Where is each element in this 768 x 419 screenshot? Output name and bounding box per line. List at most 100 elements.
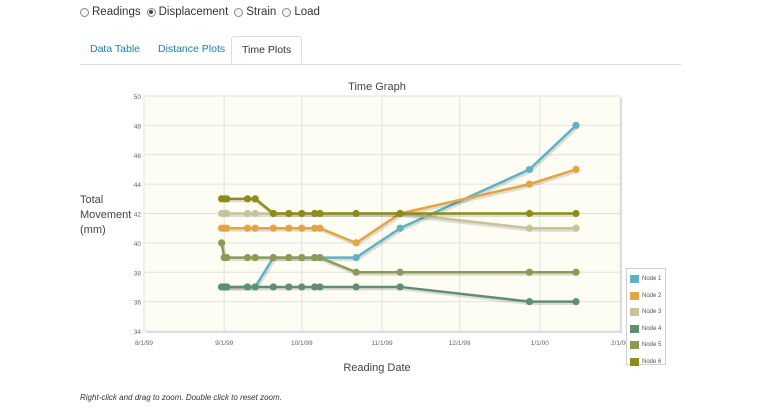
data-point[interactable] bbox=[298, 209, 306, 218]
data-point[interactable] bbox=[316, 209, 324, 218]
legend-item-node-6[interactable]: Node 6 bbox=[627, 354, 665, 371]
legend-item-node-2[interactable]: Node 2 bbox=[627, 288, 665, 305]
radio-readings-circle[interactable] bbox=[80, 7, 89, 17]
y-axis-label-line-2: Movement bbox=[80, 209, 131, 221]
legend-item-node-1[interactable]: Node 1 bbox=[627, 271, 665, 288]
data-point[interactable] bbox=[396, 224, 404, 232]
data-point[interactable] bbox=[316, 283, 324, 291]
data-point[interactable] bbox=[243, 209, 252, 218]
data-point[interactable] bbox=[285, 224, 293, 232]
data-point[interactable] bbox=[269, 283, 277, 291]
data-point[interactable] bbox=[572, 268, 580, 276]
y-axis: 34 36 38 40 42 44 46 48 50 bbox=[134, 94, 142, 336]
data-point[interactable] bbox=[218, 239, 226, 247]
data-point[interactable] bbox=[223, 283, 231, 291]
data-point[interactable] bbox=[251, 224, 259, 232]
data-point[interactable] bbox=[243, 224, 252, 232]
radio-strain-circle[interactable] bbox=[234, 7, 244, 17]
series-node-6 bbox=[218, 195, 580, 218]
data-point[interactable] bbox=[251, 209, 259, 218]
data-point[interactable] bbox=[352, 239, 360, 247]
data-point[interactable] bbox=[285, 253, 293, 262]
data-point[interactable] bbox=[396, 209, 404, 218]
legend-label-node-1: Node 1 bbox=[642, 276, 662, 283]
data-type-radio-group: Readings Displacement Strain Load bbox=[80, 4, 326, 20]
tab-distance-plots[interactable]: Distance Plots bbox=[158, 43, 226, 55]
x-tick-label: 10/1/99 bbox=[291, 340, 313, 347]
data-point[interactable] bbox=[396, 268, 404, 276]
radio-strain-label: Strain bbox=[246, 6, 277, 18]
data-point[interactable] bbox=[251, 283, 259, 291]
data-point[interactable] bbox=[251, 195, 259, 203]
data-point[interactable] bbox=[251, 253, 259, 262]
tab-time-plots[interactable]: Time Plots bbox=[231, 36, 303, 64]
data-point[interactable] bbox=[269, 253, 277, 262]
y-tick-label: 34 bbox=[134, 329, 142, 336]
data-point[interactable] bbox=[223, 224, 231, 232]
data-point[interactable] bbox=[525, 268, 534, 276]
legend-swatch-node-6 bbox=[630, 357, 639, 366]
radio-readings[interactable]: Readings bbox=[80, 6, 141, 18]
legend-swatch-node-4 bbox=[630, 324, 639, 333]
y-tick-label: 46 bbox=[134, 153, 142, 160]
data-point[interactable] bbox=[572, 165, 580, 174]
y-axis-label-line-1: Total bbox=[80, 194, 103, 206]
data-point[interactable] bbox=[311, 253, 319, 262]
data-point[interactable] bbox=[223, 195, 231, 203]
data-point[interactable] bbox=[269, 209, 277, 218]
tab-data-table[interactable]: Data Table bbox=[90, 43, 141, 55]
data-point[interactable] bbox=[396, 283, 404, 291]
data-point[interactable] bbox=[352, 283, 360, 291]
radio-load[interactable]: Load bbox=[282, 6, 320, 18]
x-tick-label: 8/1/99 bbox=[135, 340, 153, 347]
y-tick-label: 44 bbox=[134, 182, 142, 189]
x-tick-label: 11/1/99 bbox=[371, 340, 393, 347]
y-tick-label: 40 bbox=[134, 241, 142, 248]
view-tabs: Data Table Distance Plots Time Plots bbox=[80, 36, 681, 65]
legend-item-node-5[interactable]: Node 5 bbox=[627, 337, 665, 354]
data-point[interactable] bbox=[311, 283, 319, 291]
data-point[interactable] bbox=[316, 224, 324, 232]
series-line-shadow bbox=[222, 125, 579, 291]
zoom-hint: Right-click and drag to zoom. Double cli… bbox=[80, 393, 282, 402]
radio-displacement[interactable]: Displacement bbox=[146, 6, 229, 18]
radio-displacement-circle[interactable] bbox=[146, 7, 156, 17]
legend-item-node-4[interactable]: Node 4 bbox=[627, 321, 665, 338]
radio-strain[interactable]: Strain bbox=[234, 6, 276, 18]
data-point[interactable] bbox=[525, 180, 534, 188]
data-point[interactable] bbox=[223, 253, 231, 262]
data-point[interactable] bbox=[285, 283, 293, 291]
data-point[interactable] bbox=[316, 253, 324, 262]
radio-load-circle[interactable] bbox=[282, 7, 292, 17]
data-point[interactable] bbox=[525, 298, 534, 306]
y-tick-label: 50 bbox=[134, 94, 142, 101]
data-point[interactable] bbox=[572, 121, 580, 129]
data-point[interactable] bbox=[352, 253, 360, 262]
data-point[interactable] bbox=[298, 224, 306, 232]
y-tick-label: 42 bbox=[134, 212, 142, 219]
radio-displacement-label: Displacement bbox=[158, 6, 229, 18]
data-point[interactable] bbox=[572, 209, 580, 218]
legend-item-node-3[interactable]: Node 3 bbox=[627, 304, 665, 321]
data-point[interactable] bbox=[243, 195, 252, 203]
data-point[interactable] bbox=[311, 209, 319, 218]
data-point[interactable] bbox=[572, 298, 580, 306]
data-point[interactable] bbox=[572, 224, 580, 232]
data-point[interactable] bbox=[243, 253, 252, 262]
data-point[interactable] bbox=[298, 283, 306, 291]
data-point[interactable] bbox=[285, 209, 293, 218]
data-point[interactable] bbox=[352, 209, 360, 218]
y-tick-label: 48 bbox=[134, 123, 142, 130]
data-point[interactable] bbox=[525, 224, 534, 232]
data-point[interactable] bbox=[269, 224, 277, 232]
data-point[interactable] bbox=[223, 209, 231, 218]
data-point[interactable] bbox=[352, 268, 360, 276]
series-line-shadow bbox=[222, 213, 578, 232]
data-point[interactable] bbox=[243, 283, 252, 291]
data-point[interactable] bbox=[525, 165, 534, 174]
y-tick-label: 36 bbox=[134, 300, 142, 307]
data-point[interactable] bbox=[525, 209, 534, 218]
data-point[interactable] bbox=[298, 253, 306, 262]
data-point[interactable] bbox=[311, 224, 319, 232]
